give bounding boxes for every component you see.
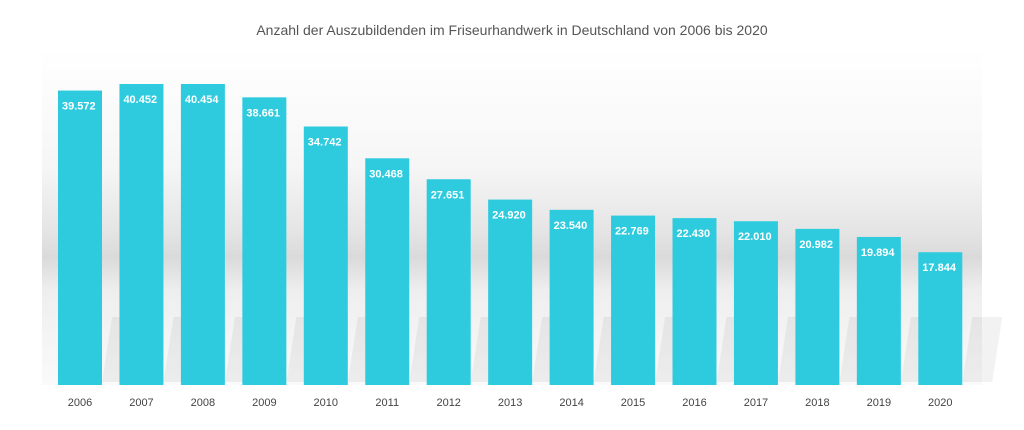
bar-value-label: 27.651 <box>431 189 465 201</box>
x-tick-label: 2008 <box>191 397 215 409</box>
bar-2015 <box>611 215 656 385</box>
x-tick-label: 2007 <box>129 397 153 409</box>
bar-value-label: 24.920 <box>492 210 526 222</box>
bar-2014 <box>549 209 594 385</box>
bar-2006 <box>58 90 102 385</box>
bar-2020 <box>918 252 963 385</box>
bar-value-label: 17.844 <box>922 262 957 274</box>
bar-value-label: 40.452 <box>123 94 157 106</box>
bar-2019 <box>856 236 901 385</box>
bar-value-label: 23.540 <box>554 220 588 232</box>
bar-value-label: 40.454 <box>185 94 220 106</box>
bar-2016 <box>672 218 717 385</box>
bar-shadow <box>962 317 1003 382</box>
bar-2008 <box>180 84 225 385</box>
bar-value-labels: 39.572 40.452 40.454 38.661 34.742 30.468 27.6… <box>62 94 957 274</box>
x-tick-label: 2011 <box>375 397 399 409</box>
x-tick-label: 2010 <box>314 397 338 409</box>
x-tick-label: 2017 <box>744 397 768 409</box>
bar-2009 <box>242 97 287 385</box>
bar-2010 <box>303 126 348 385</box>
bars <box>58 84 963 385</box>
bar-value-label: 20.982 <box>799 239 833 251</box>
x-tick-label: 2018 <box>805 397 829 409</box>
chart-title: Anzahl der Auszubildenden im Friseurhand… <box>256 22 768 38</box>
bar-2007 <box>119 84 164 385</box>
bar-value-label: 22.010 <box>738 231 772 243</box>
bar-2012 <box>426 179 471 385</box>
bar-value-label: 19.894 <box>861 247 896 259</box>
bar-value-label: 22.769 <box>615 226 649 238</box>
bar-value-label: 38.661 <box>246 107 280 119</box>
x-tick-label: 2009 <box>252 397 276 409</box>
x-tick-label: 2016 <box>682 397 706 409</box>
x-tick-label: 2006 <box>68 397 92 409</box>
bar-2017 <box>733 221 778 385</box>
x-tick-label: 2019 <box>867 397 891 409</box>
x-tick-label: 2020 <box>928 397 952 409</box>
bar-value-label: 30.468 <box>369 168 403 180</box>
bar-value-label: 22.430 <box>677 228 711 240</box>
bar-2011 <box>365 158 410 385</box>
bar-2013 <box>488 199 533 385</box>
x-tick-label: 2015 <box>621 397 645 409</box>
x-tick-label: 2014 <box>559 397 583 409</box>
bar-value-label: 39.572 <box>62 101 96 113</box>
x-tick-label: 2012 <box>436 397 460 409</box>
x-tick-label: 2013 <box>498 397 522 409</box>
bar-2018 <box>795 228 840 385</box>
x-axis-tick-labels: 2006 2007 2008 2009 2010 2011 2012 2013 2014 2015… <box>68 397 953 409</box>
bar-value-label: 34.742 <box>308 137 342 149</box>
